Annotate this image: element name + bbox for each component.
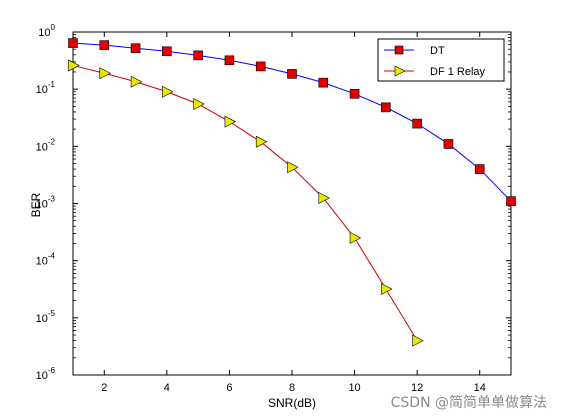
dt-point bbox=[318, 77, 329, 88]
df-relay-point bbox=[255, 135, 268, 148]
x-tick-label: 6 bbox=[226, 382, 232, 394]
dt-point bbox=[287, 69, 297, 79]
df-relay-point bbox=[381, 282, 393, 295]
legend: DT DF 1 Relay bbox=[377, 38, 505, 82]
dt-point bbox=[255, 61, 266, 72]
y-tick-label: 10-4 bbox=[36, 252, 56, 268]
dt-point bbox=[443, 139, 454, 149]
y-tick-label: 10-2 bbox=[36, 137, 56, 153]
x-tick-label: 12 bbox=[411, 382, 423, 394]
series-line-1 bbox=[72, 64, 418, 341]
df-relay-point bbox=[412, 334, 424, 347]
x-tick-label: 4 bbox=[164, 382, 170, 394]
df-relay-point bbox=[349, 231, 362, 244]
y-tick-label: 100 bbox=[38, 23, 55, 39]
x-tick-label: 10 bbox=[348, 382, 360, 394]
y-axis-label: BER bbox=[29, 192, 43, 217]
dt-point bbox=[506, 196, 516, 206]
dt-point bbox=[224, 55, 235, 66]
y-tick-label: 10-1 bbox=[36, 80, 56, 96]
dt-point bbox=[99, 40, 110, 50]
df-relay-point bbox=[130, 75, 143, 88]
dt-point bbox=[412, 118, 422, 129]
df-relay-point bbox=[68, 59, 80, 72]
x-tick-label: 14 bbox=[474, 382, 486, 394]
dt-point bbox=[474, 164, 485, 174]
legend-df-marker bbox=[394, 65, 406, 77]
dt-point bbox=[130, 43, 141, 54]
dt-point bbox=[162, 46, 172, 57]
df-relay-point bbox=[193, 98, 205, 111]
plot-area bbox=[72, 31, 512, 376]
legend-dt-label: DT bbox=[430, 45, 445, 57]
dt-point bbox=[381, 102, 391, 113]
df-relay-point bbox=[287, 161, 299, 174]
dt-point bbox=[193, 50, 203, 61]
df-relay-point bbox=[162, 85, 174, 98]
x-axis-label: SNR(dB) bbox=[268, 396, 316, 410]
y-tick-label: 10-5 bbox=[36, 309, 56, 325]
legend-df-label: DF 1 Relay bbox=[430, 66, 486, 78]
legend-dt-marker bbox=[394, 45, 404, 55]
df-relay-point bbox=[318, 191, 330, 204]
x-tick-label: 8 bbox=[289, 382, 295, 394]
y-tick-label: 10-3 bbox=[36, 195, 56, 211]
dt-point bbox=[349, 88, 360, 99]
df-relay-point bbox=[99, 67, 111, 80]
x-tick-label: 2 bbox=[101, 382, 107, 394]
watermark: CSDN @简简单单做算法 bbox=[390, 395, 547, 411]
y-tick-label: 10-6 bbox=[36, 366, 56, 382]
df-relay-point bbox=[224, 115, 237, 128]
dt-point bbox=[68, 38, 78, 48]
